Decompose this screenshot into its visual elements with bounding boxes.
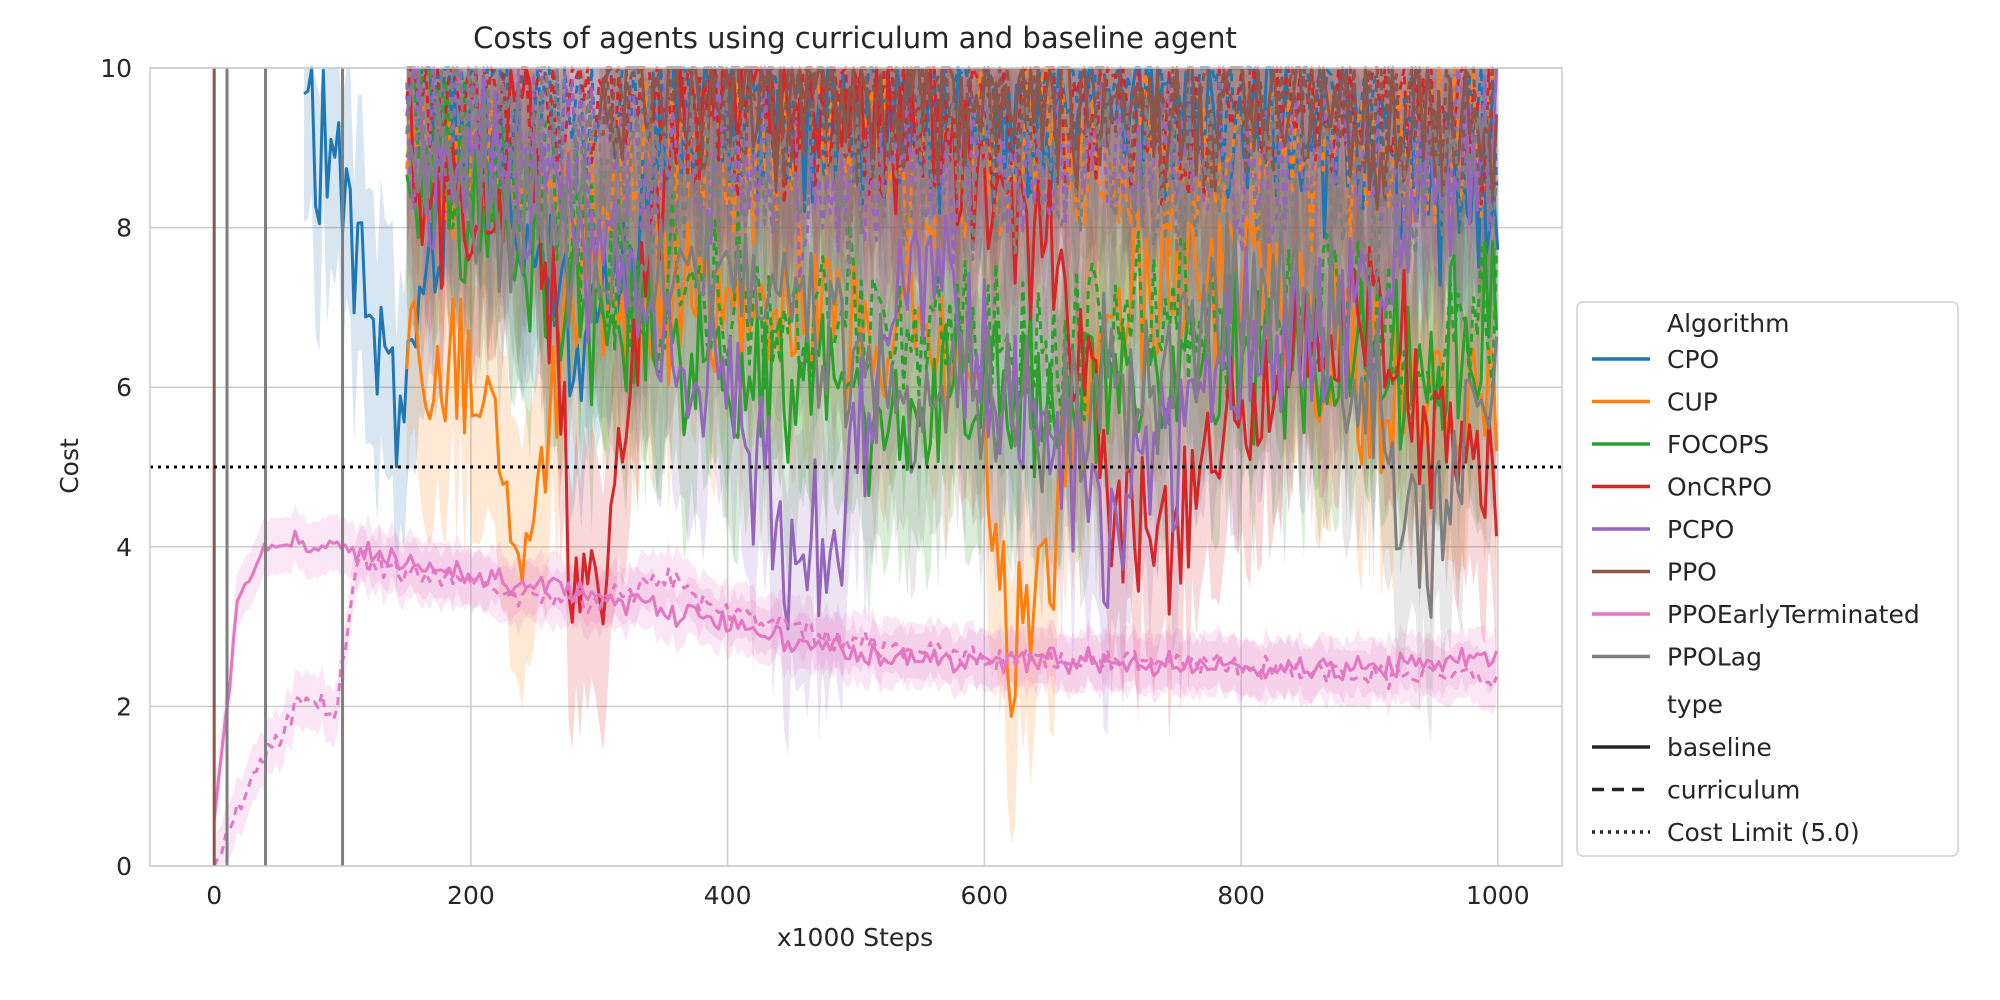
y-axis-label: Cost	[55, 438, 84, 494]
focops-legend-label: FOCOPS	[1667, 430, 1769, 459]
pcpo-baseline-line	[405, 66, 1499, 631]
x-tick-label: 600	[961, 881, 1009, 910]
legend-type-label: baseline	[1667, 733, 1772, 762]
y-tick-label: 4	[116, 533, 132, 562]
ppolag-curriculum-line	[405, 66, 1499, 297]
ppolag-legend-label: PPOLag	[1667, 643, 1762, 672]
legend-box	[1576, 301, 1959, 857]
legend: Algorithm CPO CUP FOCOPS OnCRPO PCPO PPO PPOEa…	[1576, 301, 1959, 857]
oncrpo-legend-label: OnCRPO	[1667, 473, 1772, 502]
x-tick-label: 800	[1217, 881, 1265, 910]
legend-type-entries: baseline curriculum Cost Limit (5.0)	[1592, 733, 1860, 847]
plot-frame	[149, 67, 1563, 867]
x-tick-label: 0	[206, 881, 222, 910]
legend-title-type: type	[1667, 690, 1723, 719]
ppoearlyterminated-curriculum-band	[214, 523, 1497, 866]
series-lines	[212, 66, 1500, 867]
cpo-legend-label: CPO	[1667, 345, 1719, 374]
plot-border	[149, 67, 1563, 867]
legend-title-algorithm: Algorithm	[1667, 309, 1789, 338]
ppo-legend-label: PPO	[1667, 558, 1717, 587]
y-tick-label: 8	[116, 214, 132, 243]
x-tick-label: 200	[447, 881, 495, 910]
pcpo-curriculum-line	[405, 66, 1498, 281]
legend-series-entries: CPO CUP FOCOPS OnCRPO PCPO PPO PPOEarlyTermina…	[1592, 345, 1920, 672]
y-tick-label: 6	[116, 373, 132, 402]
y-tick-label: 10	[100, 54, 132, 83]
legend-type-label: Cost Limit (5.0)	[1667, 818, 1860, 847]
pcpo-baseline-band	[406, 68, 1497, 757]
y-tick-label: 0	[116, 852, 132, 881]
x-tick-label: 400	[704, 881, 752, 910]
cup-legend-label: CUP	[1667, 388, 1718, 417]
ppolag-baseline-line	[405, 93, 1499, 619]
chart-title: Costs of agents using curriculum and bas…	[473, 21, 1237, 55]
pcpo-legend-label: PCPO	[1667, 515, 1734, 544]
legend-type-label: curriculum	[1667, 776, 1800, 805]
ppo-curriculum-line	[599, 66, 1497, 204]
y-tick-label: 2	[116, 692, 132, 721]
ppoearlyterminated-legend-label: PPOEarlyTerminated	[1667, 600, 1920, 629]
tick-labels: 0 200 400 600 800 1000 0 2 4 6 8 10	[100, 54, 1529, 910]
ppoearlyterminated-curriculum-line	[212, 549, 1498, 867]
ppolag-baseline-band	[406, 68, 1497, 746]
x-axis-label: x1000 Steps	[777, 923, 933, 952]
x-tick-label: 1000	[1466, 881, 1530, 910]
